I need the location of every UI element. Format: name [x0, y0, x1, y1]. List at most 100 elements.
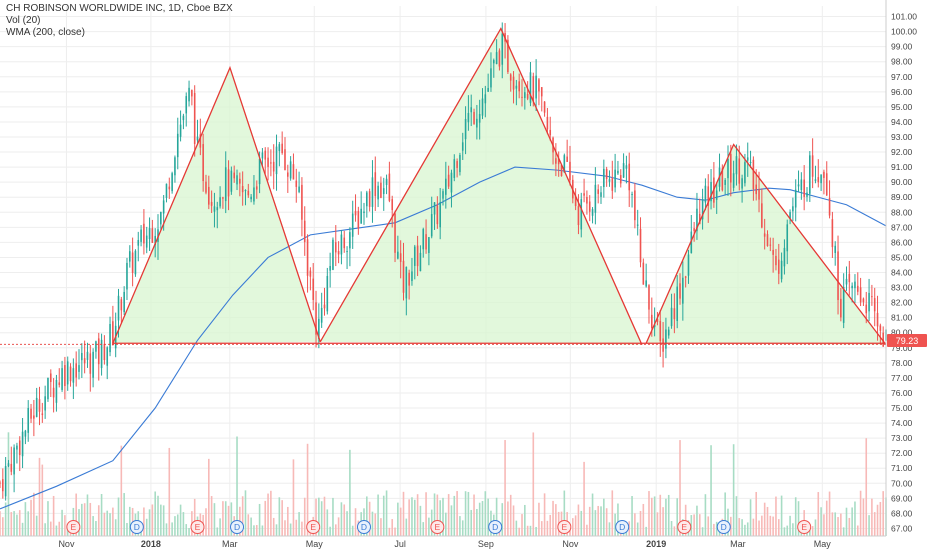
candle-body — [374, 172, 377, 197]
y-tick-label: 72.00 — [891, 448, 913, 458]
volume-bar — [33, 492, 35, 536]
volume-bar — [227, 505, 230, 536]
volume-bar — [879, 501, 882, 536]
candle-body — [670, 307, 673, 327]
candle-body — [58, 382, 61, 385]
price-axis[interactable]: 67.00 68.00 69.00 70.00 71.00 72.00 73.00 74.00… — [885, 0, 917, 536]
candle-body — [811, 155, 814, 177]
candle-body — [81, 353, 83, 361]
volume-bar — [521, 514, 523, 536]
volume-bar — [329, 526, 331, 536]
candle-body — [696, 208, 698, 232]
time-axis[interactable]: Nov 2018 Mar May Jul Sep Nov 2019 Mar May — [0, 535, 886, 549]
candle-body — [109, 323, 111, 353]
volume-bar — [854, 501, 856, 536]
volume-bar — [103, 512, 106, 536]
volume-bar — [467, 491, 470, 536]
volume-bar — [143, 507, 145, 536]
candle-body — [100, 339, 103, 369]
volume-bar — [337, 517, 340, 536]
volume-bar — [349, 449, 351, 536]
volume-bar — [174, 516, 176, 536]
volume-bar — [380, 518, 382, 536]
candle-body — [563, 155, 566, 173]
pattern-2-line — [319, 27, 643, 346]
candle-body — [744, 162, 746, 184]
volume-bar — [450, 505, 453, 536]
candle-body — [7, 463, 10, 467]
volume-bar — [185, 524, 188, 536]
candle-body — [168, 186, 171, 190]
volume-bar — [673, 526, 676, 536]
volume-bar — [436, 494, 439, 536]
volume-bar — [81, 503, 83, 536]
volume-bar — [213, 503, 216, 536]
candle-body — [278, 144, 281, 152]
candle-body — [185, 96, 188, 114]
y-tick-label: 73.00 — [891, 433, 913, 443]
volume-bar — [834, 512, 837, 536]
earnings-letter: E — [435, 522, 441, 532]
pattern-2-fill — [320, 28, 642, 345]
candle-body — [72, 368, 75, 383]
candle-body — [92, 351, 94, 378]
volume-bar — [749, 499, 752, 536]
volume-bar — [230, 502, 233, 536]
candle-body — [255, 186, 258, 190]
volume-bar — [86, 494, 89, 536]
candle-body — [769, 244, 772, 246]
volume-bar — [295, 519, 298, 536]
candle-body — [371, 177, 374, 207]
candle-body — [871, 296, 873, 298]
earnings-marker — [66, 520, 81, 534]
candle-body — [27, 407, 30, 433]
volume-bar — [258, 503, 261, 536]
volume-bar — [264, 500, 267, 536]
volume-bar — [368, 501, 371, 536]
candle-body — [0, 482, 1, 484]
symbol-title: CH ROBINSON WORLDWIDE INC, 1D, Cboe BZX — [6, 3, 233, 14]
volume-bar — [777, 519, 780, 536]
y-tick-label: 95.00 — [891, 102, 913, 112]
candle-body — [566, 156, 568, 162]
volume-bar — [4, 502, 7, 536]
volume-bar — [732, 444, 735, 536]
candle-body — [318, 318, 320, 340]
volume-bar — [690, 515, 693, 536]
x-tick-label: May — [814, 539, 832, 549]
volume-bar — [332, 497, 334, 536]
candle-body — [848, 273, 851, 283]
candle-body — [44, 396, 46, 411]
volume-bar — [704, 494, 707, 536]
volume-bar — [591, 493, 594, 536]
candle-body — [264, 150, 267, 160]
candle-body — [758, 189, 760, 200]
volume-bar — [419, 505, 422, 536]
volume-bar — [814, 519, 817, 536]
volume-bar — [411, 497, 413, 536]
volume-bar — [371, 511, 374, 536]
candle-body — [814, 179, 817, 181]
volume-bar — [842, 527, 845, 536]
candle-body — [250, 196, 252, 200]
dividend-marker — [488, 520, 503, 534]
y-tick-label: 90.00 — [891, 177, 913, 187]
volume-bar — [546, 520, 549, 536]
volume-bar — [535, 526, 537, 536]
candle-body — [275, 146, 278, 175]
candle-body — [557, 158, 560, 165]
candle-body — [653, 324, 656, 328]
volume-bar — [397, 502, 399, 536]
candle-body — [205, 181, 207, 193]
candle-body — [408, 272, 410, 286]
volume-bar — [876, 504, 879, 536]
volume-bar — [574, 515, 577, 536]
volume-bar — [106, 510, 109, 536]
volume-bar — [696, 505, 698, 536]
candle-body — [61, 368, 63, 390]
candle-body — [202, 144, 204, 182]
y-tick-label: 85.00 — [891, 252, 913, 262]
volume-bar — [713, 523, 715, 536]
dividend-letter: D — [721, 522, 727, 532]
